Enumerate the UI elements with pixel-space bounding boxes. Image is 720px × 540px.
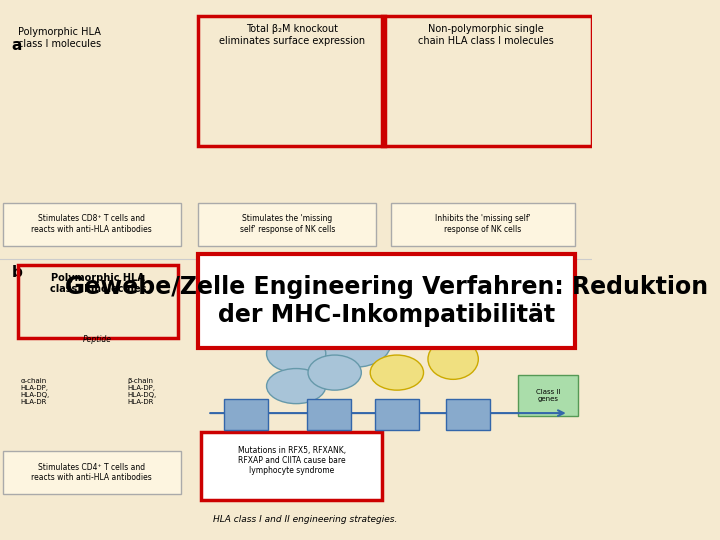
Text: a: a — [12, 38, 22, 53]
Text: Stimulates CD8⁺ T cells and
reacts with anti-HLA antibodies: Stimulates CD8⁺ T cells and reacts with … — [32, 214, 152, 234]
FancyBboxPatch shape — [3, 202, 181, 246]
Text: Polymorphic HLA
class I molecules: Polymorphic HLA class I molecules — [18, 27, 101, 49]
Text: Stimulates CD4⁺ T cells and
reacts with anti-HLA antibodies: Stimulates CD4⁺ T cells and reacts with … — [32, 463, 152, 482]
Text: α-chain
HLA-DP,
HLA-DQ,
HLA-DR: α-chain HLA-DP, HLA-DQ, HLA-DR — [21, 378, 50, 405]
FancyBboxPatch shape — [199, 202, 376, 246]
Text: W: W — [241, 406, 251, 415]
Text: X2: X2 — [391, 406, 403, 415]
Text: β-chain
HLA-DP,
HLA-DQ,
HLA-DR: β-chain HLA-DP, HLA-DQ, HLA-DR — [127, 378, 157, 405]
Ellipse shape — [370, 355, 423, 390]
Text: Total β₂M knockout
eliminates surface expression: Total β₂M knockout eliminates surface ex… — [219, 24, 365, 46]
Text: b: b — [12, 265, 23, 280]
Text: RFXANK: RFXANK — [284, 351, 309, 356]
Ellipse shape — [308, 355, 361, 390]
Text: Transcription factors controlling
HLA class II gene expression: Transcription factors controlling HLA cl… — [307, 265, 451, 284]
Text: HLA class I and II engineering strategies.: HLA class I and II engineering strategie… — [213, 515, 397, 524]
Text: Stimulates the 'missing
self' response of NK cells: Stimulates the 'missing self' response o… — [240, 214, 335, 234]
Text: Inhibits the 'missing self'
response of NK cells: Inhibits the 'missing self' response of … — [435, 214, 531, 234]
Text: Mutations in RFX5, RFXANK,
RFXAP and CIITA cause bare
lymphocyte syndrome: Mutations in RFX5, RFXANK, RFXAP and CII… — [238, 446, 346, 475]
Ellipse shape — [320, 319, 391, 367]
Ellipse shape — [266, 335, 325, 373]
FancyBboxPatch shape — [3, 451, 181, 494]
Text: RFX5: RFX5 — [327, 370, 343, 375]
Ellipse shape — [266, 368, 325, 404]
Ellipse shape — [428, 339, 478, 379]
FancyBboxPatch shape — [202, 432, 382, 500]
Text: Polymorphic HLA
class II molecules: Polymorphic HLA class II molecules — [50, 273, 146, 294]
Text: Non-polymorphic single
chain HLA class I molecules: Non-polymorphic single chain HLA class I… — [418, 24, 554, 46]
Text: NFY: NFY — [446, 356, 460, 362]
Text: CIITA: CIITA — [346, 339, 365, 347]
FancyBboxPatch shape — [446, 399, 490, 430]
FancyBboxPatch shape — [391, 202, 575, 246]
Text: Peptide: Peptide — [84, 335, 112, 344]
Text: Class II
genes: Class II genes — [536, 389, 560, 402]
FancyBboxPatch shape — [199, 254, 575, 348]
Text: X: X — [325, 406, 332, 415]
FancyBboxPatch shape — [375, 399, 419, 430]
FancyBboxPatch shape — [224, 399, 268, 430]
Text: Gewebe/Zelle Engineering Verfahren: Reduktion
der MHC-Inkompatibilität: Gewebe/Zelle Engineering Verfahren: Redu… — [65, 275, 708, 327]
Text: CREB: CREB — [389, 370, 405, 375]
FancyBboxPatch shape — [518, 375, 577, 416]
Text: RFXAP: RFXAP — [286, 383, 306, 389]
Text: Y: Y — [465, 406, 471, 415]
FancyBboxPatch shape — [307, 399, 351, 430]
